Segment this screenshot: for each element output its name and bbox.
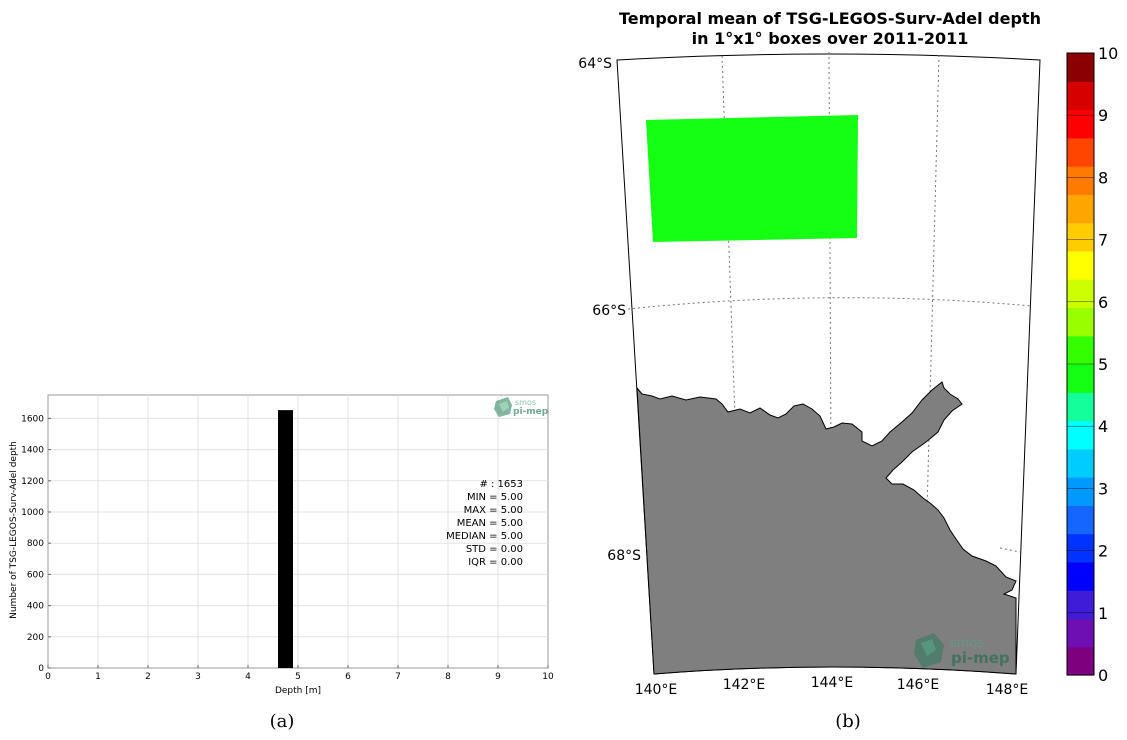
colorbar-tick-label: 0: [1098, 666, 1108, 685]
y-tick-label: 600: [27, 570, 44, 580]
histogram-bar: [278, 410, 293, 668]
map-title: Temporal mean of TSG-LEGOS-Surv-Adel dep…: [619, 9, 1041, 28]
colorbar-tick-label: 4: [1098, 417, 1108, 436]
colorbar-segment: [1067, 279, 1094, 309]
y-tick-label: 400: [27, 602, 44, 612]
histogram-stats-box: # : 1653 MIN = 5.00 MAX = 5.00 MEAN = 5.00 M…: [446, 479, 523, 568]
x-tick-label: 2: [145, 672, 151, 682]
colorbar-segment: [1067, 222, 1094, 252]
colorbar-segment: [1067, 448, 1094, 478]
lat-labels: 64°S 66°S 68°S: [578, 56, 641, 564]
colorbar-segment: [1067, 392, 1094, 422]
panel-label-a: (a): [270, 711, 295, 732]
colorbar-tick-label: 3: [1098, 479, 1108, 498]
x-tick-label: 9: [495, 672, 501, 682]
histogram-logo-line2: pi-mep: [513, 407, 549, 417]
lon-label-144e: 144°E: [811, 675, 854, 691]
lat-label-64s: 64°S: [578, 56, 612, 72]
colorbar-segment: [1067, 250, 1094, 280]
histogram-panel: 0 200 400 600 800 1000 1200 1400 1600 0 1 2 3 4 5 6 7 8 9…: [9, 394, 554, 732]
stat-line: MEDIAN = 5.00: [446, 531, 523, 542]
colorbar-segment: [1067, 81, 1094, 111]
x-tick-label: 4: [245, 672, 251, 682]
colorbar-segment: [1067, 335, 1094, 365]
colorbar-tick-label: 5: [1098, 355, 1108, 374]
stat-line: MIN = 5.00: [467, 492, 523, 503]
colorbar-segment: [1067, 364, 1094, 393]
stat-line: # : 1653: [479, 479, 523, 490]
x-tick-label: 8: [445, 672, 451, 682]
smos-logo-icon: [494, 397, 512, 417]
colorbar-segment: [1067, 109, 1094, 139]
y-tick-label: 200: [27, 633, 44, 643]
histogram-grid: [48, 395, 548, 668]
colorbar-segment: [1067, 194, 1094, 224]
histogram-logo-line1: smos: [515, 398, 536, 407]
lon-label-146e: 146°E: [897, 677, 940, 693]
colorbar-segment: [1067, 477, 1094, 506]
map-logo-line1: smos: [950, 636, 984, 651]
colorbar-tick-label: 2: [1098, 542, 1108, 561]
x-tick-label: 5: [295, 672, 301, 682]
meridian-146e: [922, 54, 940, 665]
colorbar-tick-label: 1: [1098, 604, 1108, 623]
panel-label-b: (b): [835, 711, 861, 732]
colorbar-tick-label: 9: [1098, 106, 1108, 125]
y-tick-label: 800: [27, 539, 44, 549]
colorbar-segment: [1067, 505, 1094, 535]
colorbar-segment: [1067, 590, 1094, 620]
colorbar-tick-label: 10: [1098, 44, 1118, 63]
y-tick-label: 1600: [21, 414, 44, 424]
x-tick-label: 10: [542, 672, 554, 682]
colorbar-segment: [1067, 137, 1094, 167]
colorbar-segment: [1067, 420, 1094, 450]
lat-label-66s: 66°S: [592, 303, 626, 319]
data-cell: [646, 115, 858, 242]
map-logo-line2: pi-mep: [951, 649, 1010, 667]
histogram-y-ticks: 0 200 400 600 800 1000 1200 1400 1600: [21, 414, 51, 674]
x-tick-label: 7: [395, 672, 401, 682]
colorbar-segment: [1067, 307, 1094, 337]
histogram-x-ticks: 0 1 2 3 4 5 6 7 8 9 10: [45, 665, 554, 682]
colorbar-segment: [1067, 561, 1094, 591]
smos-logo-icon: [914, 633, 944, 668]
antarctica-landmass: [636, 381, 1017, 675]
x-tick-label: 1: [95, 672, 101, 682]
colorbar-tick-label: 6: [1098, 293, 1108, 312]
map-subtitle: in 1°x1° boxes over 2011-2011: [692, 29, 969, 48]
histogram-bars: [278, 410, 293, 668]
colorbar-segment: [1067, 53, 1094, 82]
x-tick-label: 3: [195, 672, 201, 682]
colorbar-segment: [1067, 166, 1094, 195]
colorbar: [1066, 52, 1095, 676]
colorbar-tick-label: 7: [1098, 231, 1108, 250]
lat-label-68s: 68°S: [607, 548, 641, 564]
y-tick-label: 1200: [21, 477, 44, 487]
histogram-x-axis-label: Depth [m]: [275, 686, 321, 696]
lon-label-148e: 148°E: [986, 682, 1029, 698]
stat-line: STD = 0.00: [466, 544, 523, 555]
histogram-logo: smos pi-mep: [494, 397, 549, 417]
colorbar-segment: [1067, 646, 1094, 676]
stat-line: IQR = 0.00: [468, 557, 523, 568]
lon-label-140e: 140°E: [635, 682, 678, 698]
lon-labels: 140°E 142°E 144°E 146°E 148°E: [635, 675, 1029, 698]
y-tick-label: 1400: [21, 446, 44, 456]
y-tick-label: 1000: [21, 508, 44, 518]
histogram-y-axis-label: Number of TSG-LEGOS-Surv-Adel depth: [9, 441, 19, 619]
colorbar-segment: [1067, 618, 1094, 648]
stat-line: MAX = 5.00: [464, 505, 523, 516]
x-tick-label: 6: [345, 672, 351, 682]
parallel-68s: [999, 547, 1021, 553]
lon-label-142e: 142°E: [723, 677, 766, 693]
map-panel: Temporal mean of TSG-LEGOS-Surv-Adel dep…: [578, 9, 1118, 732]
colorbar-tick-label: 8: [1098, 168, 1108, 187]
colorbar-ticks: 0 1 2 3 4 5 6 7 8 9 10: [1067, 44, 1118, 685]
y-tick-label: 0: [38, 664, 44, 674]
x-tick-label: 0: [45, 672, 51, 682]
map-logo: smos pi-mep: [914, 633, 1010, 668]
stat-line: MEAN = 5.00: [457, 518, 523, 529]
colorbar-segment: [1067, 533, 1094, 563]
